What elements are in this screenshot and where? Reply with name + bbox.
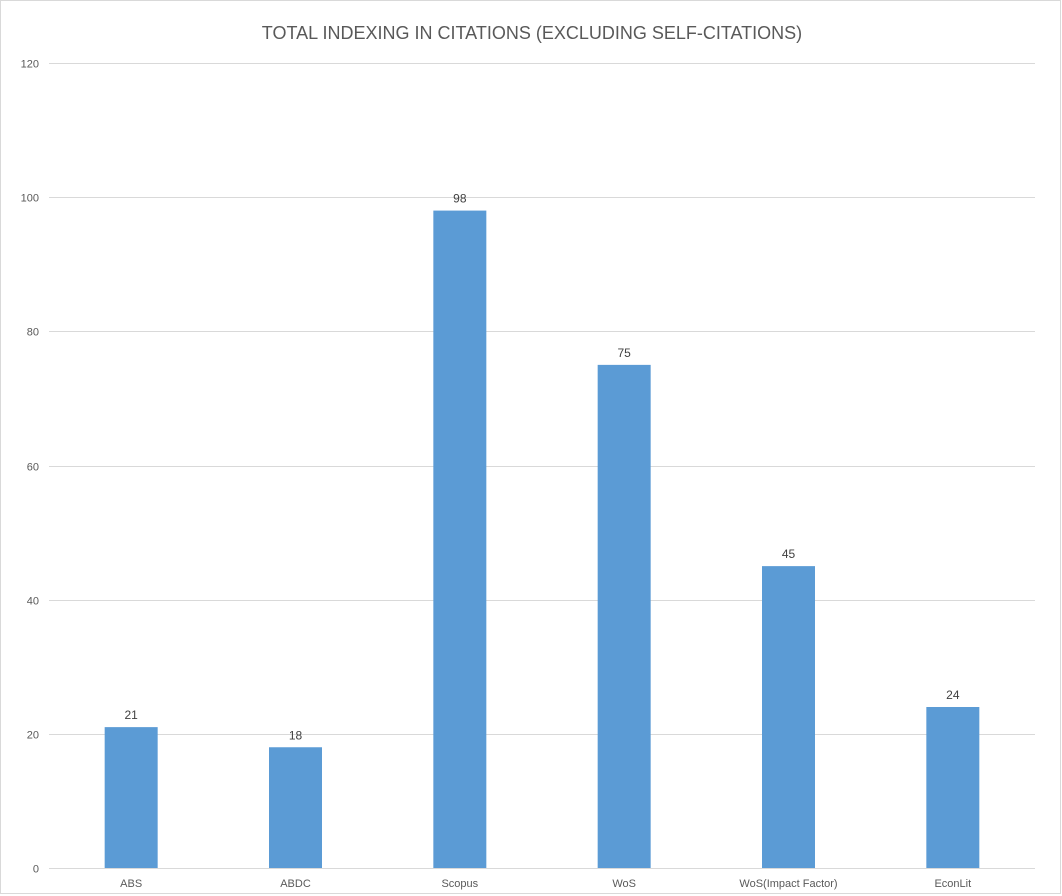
y-tick-label-120: 120 bbox=[21, 59, 39, 71]
y-tick-label-40: 40 bbox=[27, 596, 39, 608]
gridlines bbox=[49, 63, 1035, 869]
data-label-abdc: 18 bbox=[289, 728, 303, 742]
y-tick-label-80: 80 bbox=[27, 327, 39, 339]
bar-wos bbox=[597, 364, 651, 868]
bar-scopus bbox=[433, 210, 487, 869]
chart-title: TOTAL INDEXING IN CITATIONS (EXCLUDING S… bbox=[261, 23, 803, 43]
data-labels: 21 18 98 75 45 24 bbox=[124, 192, 959, 743]
x-tick-label-abdc: ABDC bbox=[280, 878, 311, 890]
x-axis-tick-labels: ABS ABDC Scopus WoS WoS(Impact Factor) EconLi… bbox=[120, 878, 971, 890]
data-label-wos: 75 bbox=[617, 346, 631, 360]
y-tick-label-60: 60 bbox=[27, 462, 39, 474]
x-tick-label-wos-impact-factor-: WoS(Impact Factor) bbox=[739, 878, 837, 890]
x-tick-label-abs: ABS bbox=[120, 878, 142, 890]
bar-abdc bbox=[269, 747, 322, 868]
data-label-wos-impact-factor-: 45 bbox=[782, 547, 796, 561]
bar-abs bbox=[104, 727, 158, 868]
y-tick-label-20: 20 bbox=[27, 730, 39, 742]
data-label-scopus: 98 bbox=[453, 192, 467, 206]
bar-wos-impact-factor- bbox=[762, 566, 815, 868]
y-tick-label-0: 0 bbox=[33, 864, 39, 876]
data-label-econlit: 24 bbox=[946, 688, 960, 702]
x-tick-label-scopus: Scopus bbox=[441, 878, 478, 890]
bars bbox=[104, 210, 980, 869]
x-tick-label-econlit: EconLit bbox=[934, 878, 971, 890]
bar-econlit bbox=[926, 707, 980, 868]
y-tick-label-100: 100 bbox=[21, 193, 39, 205]
x-tick-label-wos: WoS bbox=[612, 878, 636, 890]
y-axis-tick-labels: 0 20 40 60 80 100 120 bbox=[21, 59, 39, 876]
data-label-abs: 21 bbox=[124, 708, 138, 722]
